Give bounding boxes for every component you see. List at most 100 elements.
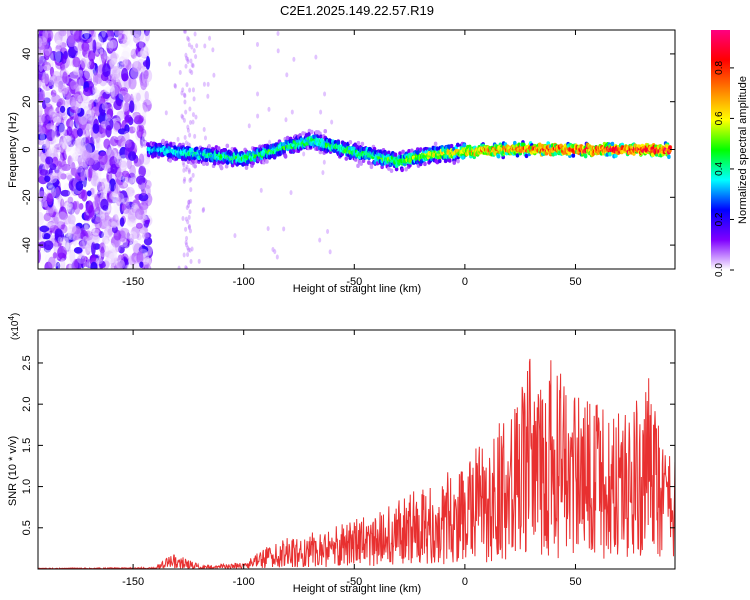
noise-blob	[44, 48, 51, 57]
noise-blob	[127, 34, 134, 47]
x-tick-label: -100	[233, 576, 255, 588]
noise-blob	[142, 212, 153, 221]
noise-blob	[122, 35, 131, 46]
noise-blob	[114, 206, 119, 221]
noise-blob	[82, 179, 88, 191]
noise-blob	[110, 53, 118, 65]
noise-blob	[67, 174, 73, 181]
signal-mark	[283, 154, 288, 159]
noise-speck	[183, 99, 187, 105]
noise-blob	[104, 257, 111, 267]
noise-blob	[107, 228, 113, 236]
noise-blob	[53, 116, 62, 126]
noise-blob	[116, 167, 126, 181]
noise-blob	[90, 232, 100, 244]
signal-mark	[224, 164, 229, 169]
noise-speck	[276, 48, 280, 54]
noise-blob	[127, 210, 137, 222]
noise-blob	[108, 39, 118, 49]
noise-blob	[46, 193, 54, 206]
noise-blob	[77, 69, 84, 78]
noise-blob	[82, 235, 89, 248]
signal-mark	[310, 129, 314, 135]
noise-blob	[137, 87, 148, 102]
noise-speck	[256, 113, 260, 119]
noise-blob	[104, 243, 113, 251]
noise-blob	[115, 192, 125, 204]
noise-speck	[187, 169, 191, 175]
noise-blob	[77, 107, 85, 117]
noise-speck	[181, 114, 185, 120]
noise-blob	[134, 92, 141, 103]
y-tick-label: 1.5	[21, 438, 33, 453]
noise-blob	[76, 79, 81, 87]
noise-blob	[92, 123, 100, 134]
noise-speck	[276, 30, 280, 36]
noise-blob	[134, 139, 145, 152]
noise-blob	[39, 89, 45, 101]
noise-blob	[99, 207, 106, 220]
signal-mark	[207, 148, 212, 153]
signal-mark	[610, 141, 615, 147]
noise-speck	[164, 110, 168, 116]
noise-blob	[119, 62, 127, 70]
noise-blob	[63, 135, 72, 146]
noise-blob	[108, 53, 115, 67]
noise-speck	[292, 56, 296, 62]
noise-blob	[117, 254, 125, 268]
noise-speck	[186, 219, 190, 225]
noise-blob	[129, 100, 135, 113]
noise-speck	[271, 247, 275, 253]
noise-blob	[136, 125, 144, 139]
noise-blob	[110, 235, 121, 248]
noise-blob	[118, 238, 129, 248]
noise-speck	[184, 63, 188, 69]
noise-blob	[143, 110, 148, 121]
noise-blob	[113, 183, 121, 194]
signal-mark	[219, 165, 224, 171]
noise-blob	[89, 109, 95, 117]
noise-blob	[68, 189, 74, 197]
noise-blob	[98, 30, 108, 43]
signal-mark	[173, 145, 177, 150]
noise-blob	[83, 68, 93, 80]
noise-blob	[113, 30, 124, 36]
noise-blob	[105, 240, 111, 255]
noise-speck	[273, 249, 277, 255]
noise-blob	[52, 203, 60, 210]
noise-blob	[70, 101, 78, 110]
noise-blob	[130, 226, 141, 239]
noise-blob	[119, 217, 125, 227]
noise-blob	[92, 172, 98, 186]
noise-speck	[328, 249, 332, 255]
noise-speck	[266, 226, 270, 232]
noise-blob	[137, 104, 147, 115]
noise-blob	[123, 246, 132, 259]
noise-blob	[75, 136, 84, 150]
noise-blob	[41, 32, 49, 47]
noise-blob	[72, 200, 78, 210]
noise-blob	[74, 145, 83, 153]
colorbar: 0.0 0.2 0.4 0.6 0.8 Normalized spectral ampl…	[711, 30, 749, 277]
noise-blob	[95, 131, 101, 143]
noise-blob	[79, 240, 86, 249]
noise-blob	[70, 99, 77, 107]
noise-blob	[52, 252, 58, 259]
signal-mark	[435, 146, 440, 151]
noise-speck	[184, 109, 188, 115]
noise-blob	[83, 119, 93, 131]
noise-blob	[66, 135, 72, 142]
noise-blob	[66, 126, 73, 136]
noise-blob	[127, 151, 137, 162]
noise-blob	[134, 114, 144, 123]
noise-blob	[102, 63, 111, 77]
noise-blob	[84, 220, 90, 231]
noise-blob	[61, 138, 67, 150]
y-tick-label: 0	[21, 146, 33, 152]
noise-blob	[71, 225, 81, 235]
noise-speck	[321, 170, 325, 176]
noise-blob	[77, 188, 86, 199]
noise-speck	[185, 235, 189, 241]
noise-blob	[76, 134, 82, 147]
noise-blob	[103, 138, 111, 149]
